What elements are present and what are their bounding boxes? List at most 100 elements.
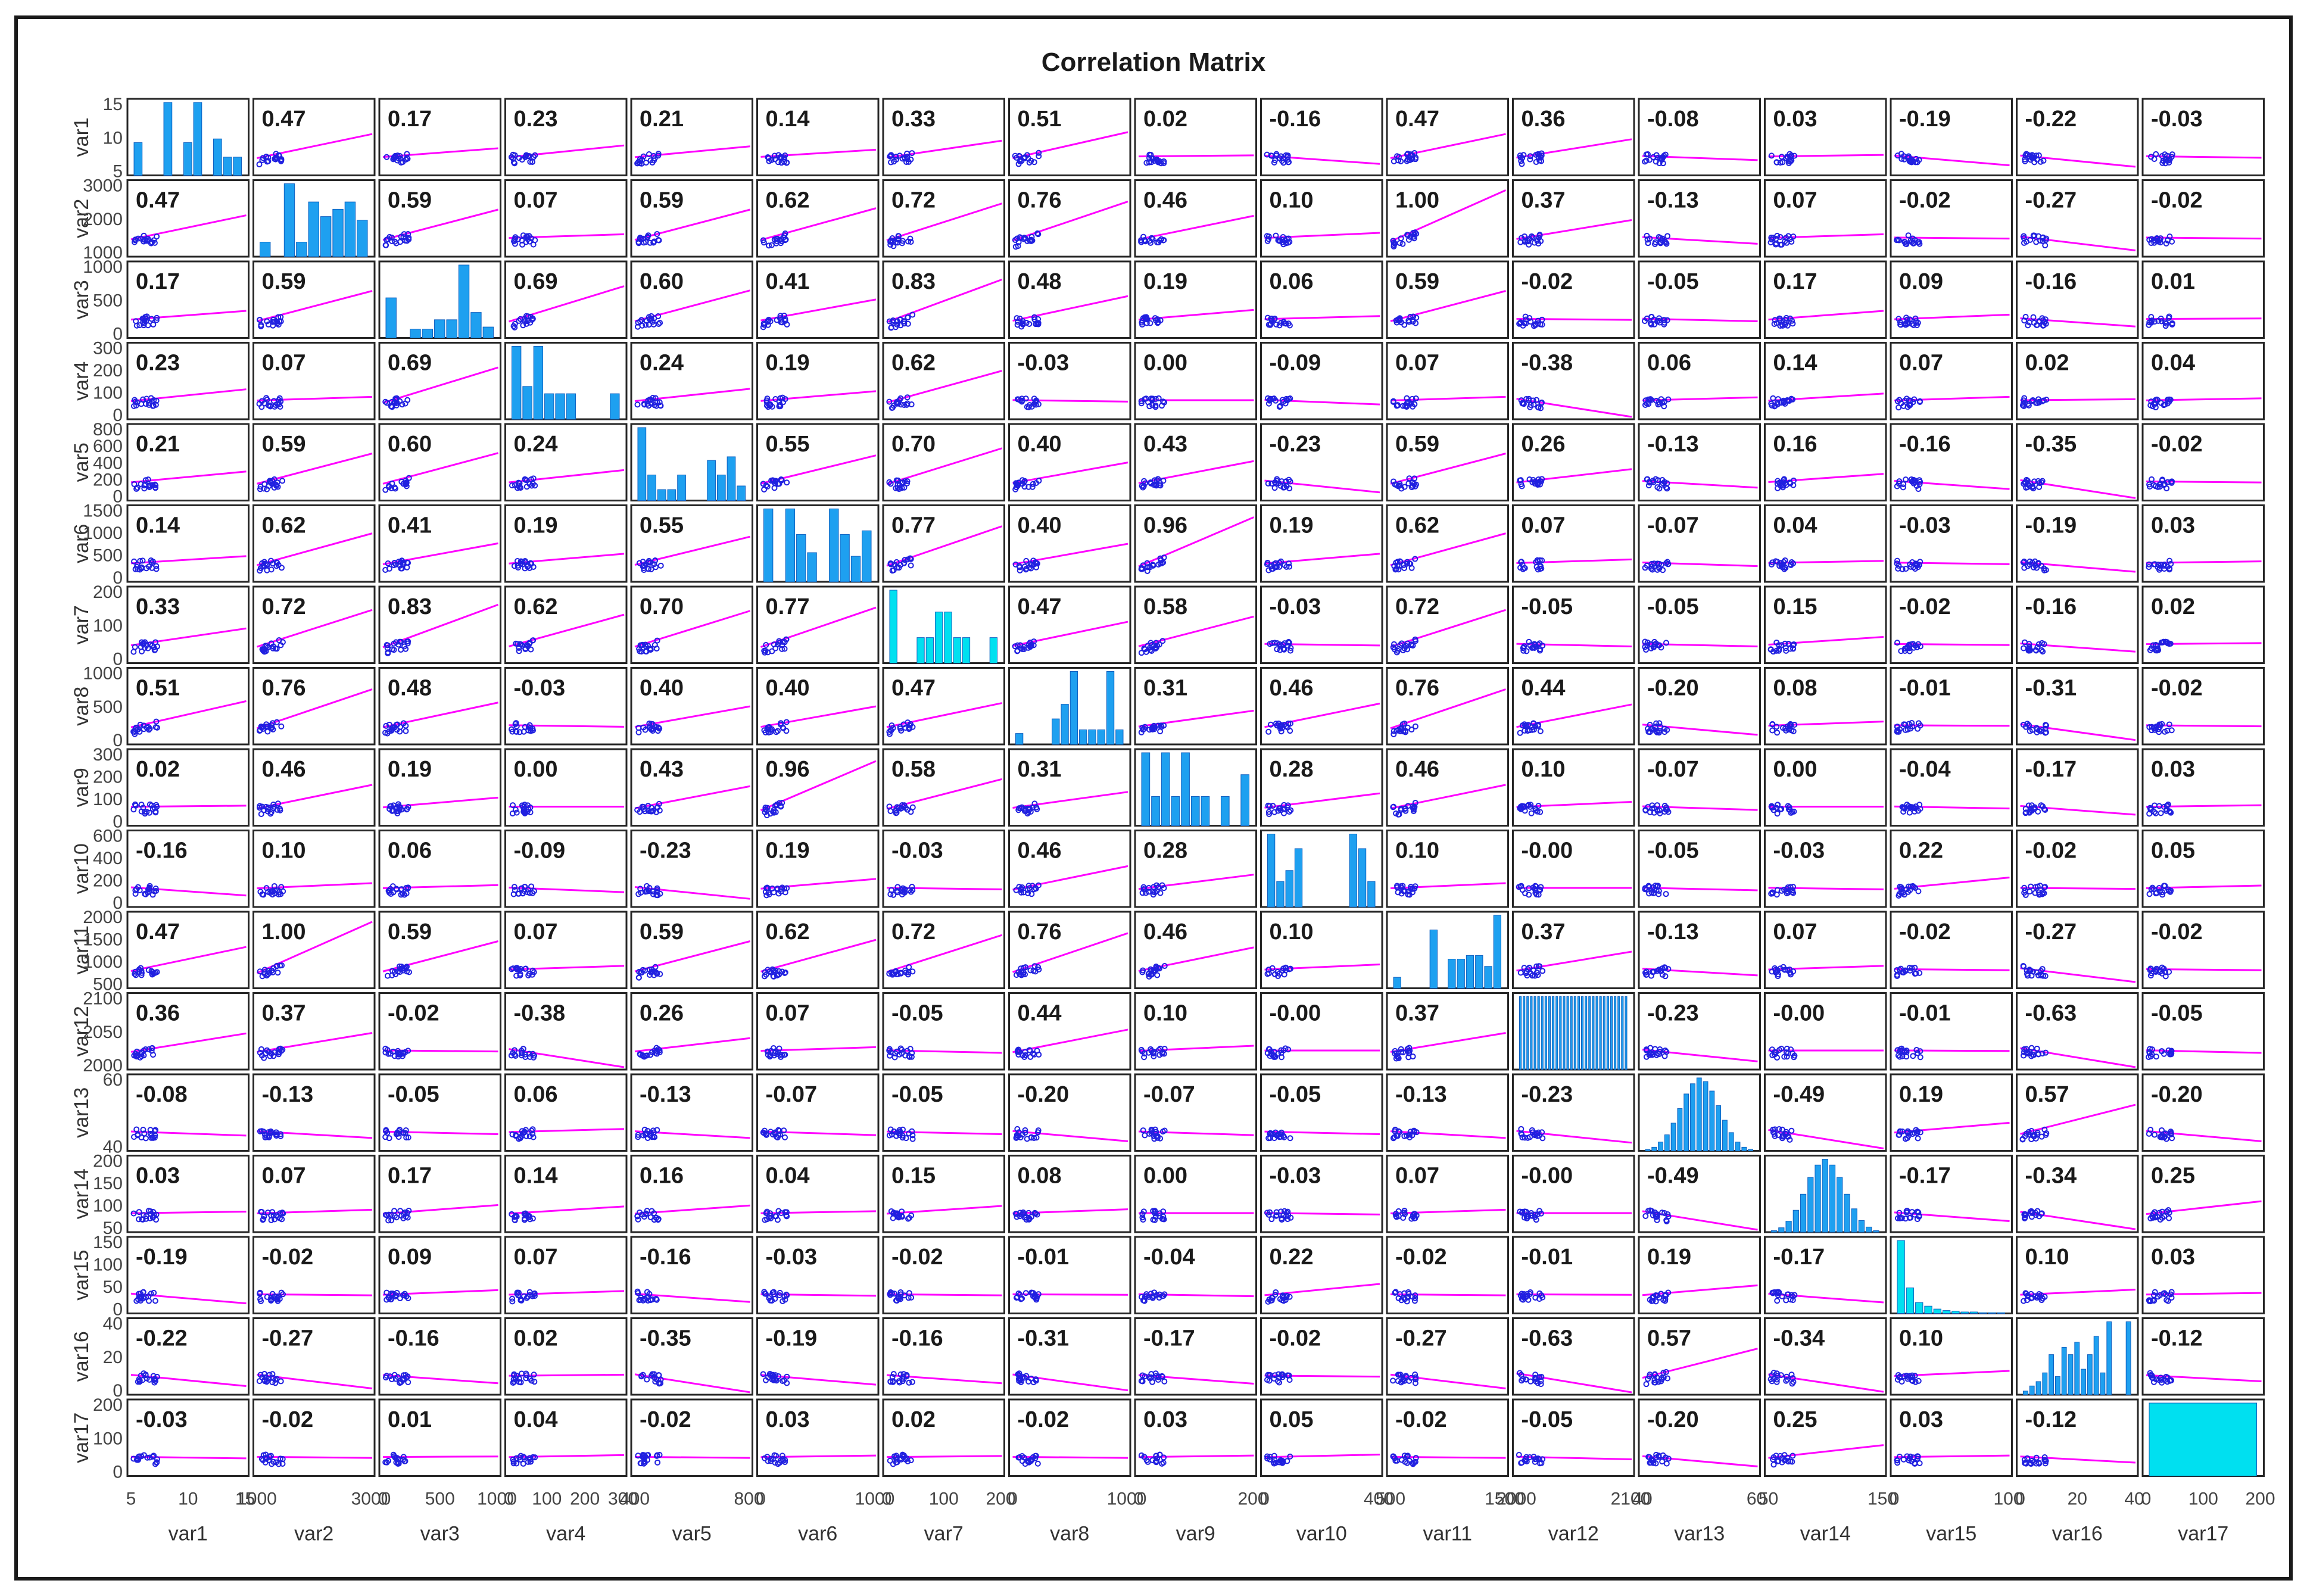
scatter-point bbox=[263, 1050, 269, 1056]
cell-r6-c5: 0.55 bbox=[630, 504, 753, 583]
scatter-point bbox=[1031, 159, 1037, 166]
scatter-point bbox=[528, 1127, 535, 1134]
scatter-point bbox=[899, 1126, 906, 1133]
regression-line bbox=[886, 278, 1003, 323]
cell-r10-c5: -0.23 bbox=[630, 830, 753, 908]
scatter-point bbox=[1393, 727, 1400, 734]
scatter-point bbox=[650, 239, 657, 246]
scatter-point bbox=[770, 967, 777, 974]
scatter-point bbox=[887, 731, 893, 737]
correlation-label: -0.01 bbox=[1899, 676, 1951, 701]
scatter-point bbox=[1279, 722, 1285, 728]
scatter-point bbox=[2031, 478, 2038, 485]
scatter-point bbox=[1643, 1053, 1650, 1060]
histogram-bar bbox=[1651, 1146, 1657, 1151]
scatter-point bbox=[132, 802, 139, 809]
correlation-label: 0.26 bbox=[640, 1001, 684, 1026]
scatter-point bbox=[520, 232, 526, 239]
scatter-point bbox=[398, 638, 404, 645]
scatter-point bbox=[257, 568, 263, 574]
correlation-label: 0.69 bbox=[388, 351, 432, 376]
scatter-point bbox=[2042, 242, 2049, 249]
scatter-point bbox=[776, 1127, 782, 1134]
scatter-point bbox=[1527, 803, 1533, 810]
scatter-point bbox=[1790, 482, 1797, 488]
scatter-point bbox=[1645, 240, 1651, 247]
cell-r8-c15: -0.01 bbox=[1890, 667, 2013, 746]
scatter-point bbox=[151, 644, 157, 651]
cell-r12-c11: 0.37 bbox=[1386, 992, 1509, 1071]
scatter-point bbox=[406, 235, 412, 241]
cell-r8-c1: 0.51 bbox=[126, 667, 250, 746]
scatter-point bbox=[1022, 395, 1029, 402]
cell-r9-c11: 0.46 bbox=[1386, 748, 1509, 827]
scatter-point bbox=[1896, 237, 1902, 244]
histogram-bar bbox=[1493, 915, 1501, 989]
cell-frame bbox=[2016, 504, 2139, 583]
scatter-point bbox=[267, 1053, 273, 1059]
correlation-label: 0.40 bbox=[1018, 432, 1062, 457]
correlation-label: -0.23 bbox=[1522, 1082, 1573, 1107]
scatter-point bbox=[154, 233, 160, 240]
regression-line bbox=[1390, 609, 1506, 648]
scatter-point bbox=[1406, 475, 1413, 482]
scatter-point bbox=[1286, 322, 1293, 329]
scatter-point bbox=[1536, 557, 1543, 563]
scatter-point bbox=[890, 891, 897, 898]
scatter-point bbox=[1653, 640, 1659, 647]
correlation-label: -0.08 bbox=[136, 1082, 188, 1107]
scatter-point bbox=[1019, 477, 1025, 484]
cell-r7-c9: 0.58 bbox=[1134, 585, 1257, 664]
cell-r5-c14: 0.16 bbox=[1764, 423, 1887, 501]
correlation-label: 0.19 bbox=[1899, 1082, 1943, 1107]
scatter-point bbox=[258, 1128, 265, 1134]
histogram-bar bbox=[1097, 730, 1105, 745]
scatter-point bbox=[1642, 402, 1648, 409]
cell-r10-c13: -0.05 bbox=[1638, 830, 1761, 908]
scatter-point bbox=[386, 721, 392, 728]
scatter-point bbox=[1538, 563, 1544, 569]
cell-frame bbox=[504, 1073, 628, 1152]
scatter-point bbox=[1774, 967, 1781, 974]
scatter-point bbox=[1390, 804, 1396, 811]
cell-r7-c3: 0.83 bbox=[378, 585, 501, 664]
correlation-label: -0.07 bbox=[1647, 757, 1699, 782]
scatter-point bbox=[897, 485, 903, 492]
scatter-point bbox=[896, 1132, 903, 1139]
cell-frame bbox=[1638, 423, 1761, 501]
cell-r9-c1: 0.02 bbox=[126, 748, 250, 827]
regression-line bbox=[1264, 232, 1380, 239]
scatter-point bbox=[888, 152, 894, 158]
scatter-point bbox=[510, 323, 517, 329]
scatter-point bbox=[278, 884, 285, 890]
scatter-point bbox=[1148, 395, 1155, 402]
histogram-bar bbox=[344, 201, 356, 257]
correlation-label: 0.17 bbox=[136, 269, 180, 294]
scatter-point bbox=[2153, 810, 2159, 816]
scatter-point bbox=[894, 564, 900, 571]
scatter-point bbox=[264, 971, 271, 977]
scatter-point bbox=[1786, 804, 1792, 811]
scatter-point bbox=[2026, 722, 2032, 729]
scatter-point bbox=[2022, 639, 2028, 646]
scatter-point bbox=[887, 560, 894, 567]
correlation-label: 0.48 bbox=[1018, 269, 1062, 294]
scatter-point bbox=[526, 640, 533, 646]
scatter-point bbox=[1398, 805, 1404, 812]
scatter-point bbox=[899, 1046, 905, 1053]
scatter-point bbox=[1520, 322, 1526, 329]
scatter-point bbox=[152, 1127, 158, 1133]
cell-r7-c17: 0.02 bbox=[2141, 585, 2265, 664]
scatter-point bbox=[1772, 1049, 1778, 1056]
cell-r7-c10: -0.03 bbox=[1260, 585, 1383, 664]
cell-frame bbox=[1386, 585, 1509, 664]
cell-r9-c4: 0.00 bbox=[504, 748, 628, 827]
scatter-point bbox=[1279, 236, 1286, 243]
scatter-point bbox=[1161, 963, 1168, 970]
correlation-label: 0.07 bbox=[766, 1001, 810, 1026]
scatter-point bbox=[2026, 967, 2032, 974]
cell-r5-c12: 0.26 bbox=[1512, 423, 1635, 501]
cell-frame bbox=[1764, 911, 1887, 989]
scatter-point bbox=[1770, 395, 1776, 401]
correlation-label: 0.76 bbox=[262, 676, 306, 701]
